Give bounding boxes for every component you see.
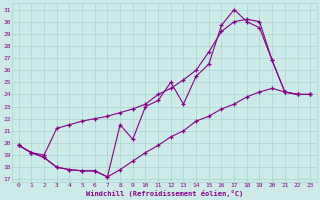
- X-axis label: Windchill (Refroidissement éolien,°C): Windchill (Refroidissement éolien,°C): [86, 190, 243, 197]
